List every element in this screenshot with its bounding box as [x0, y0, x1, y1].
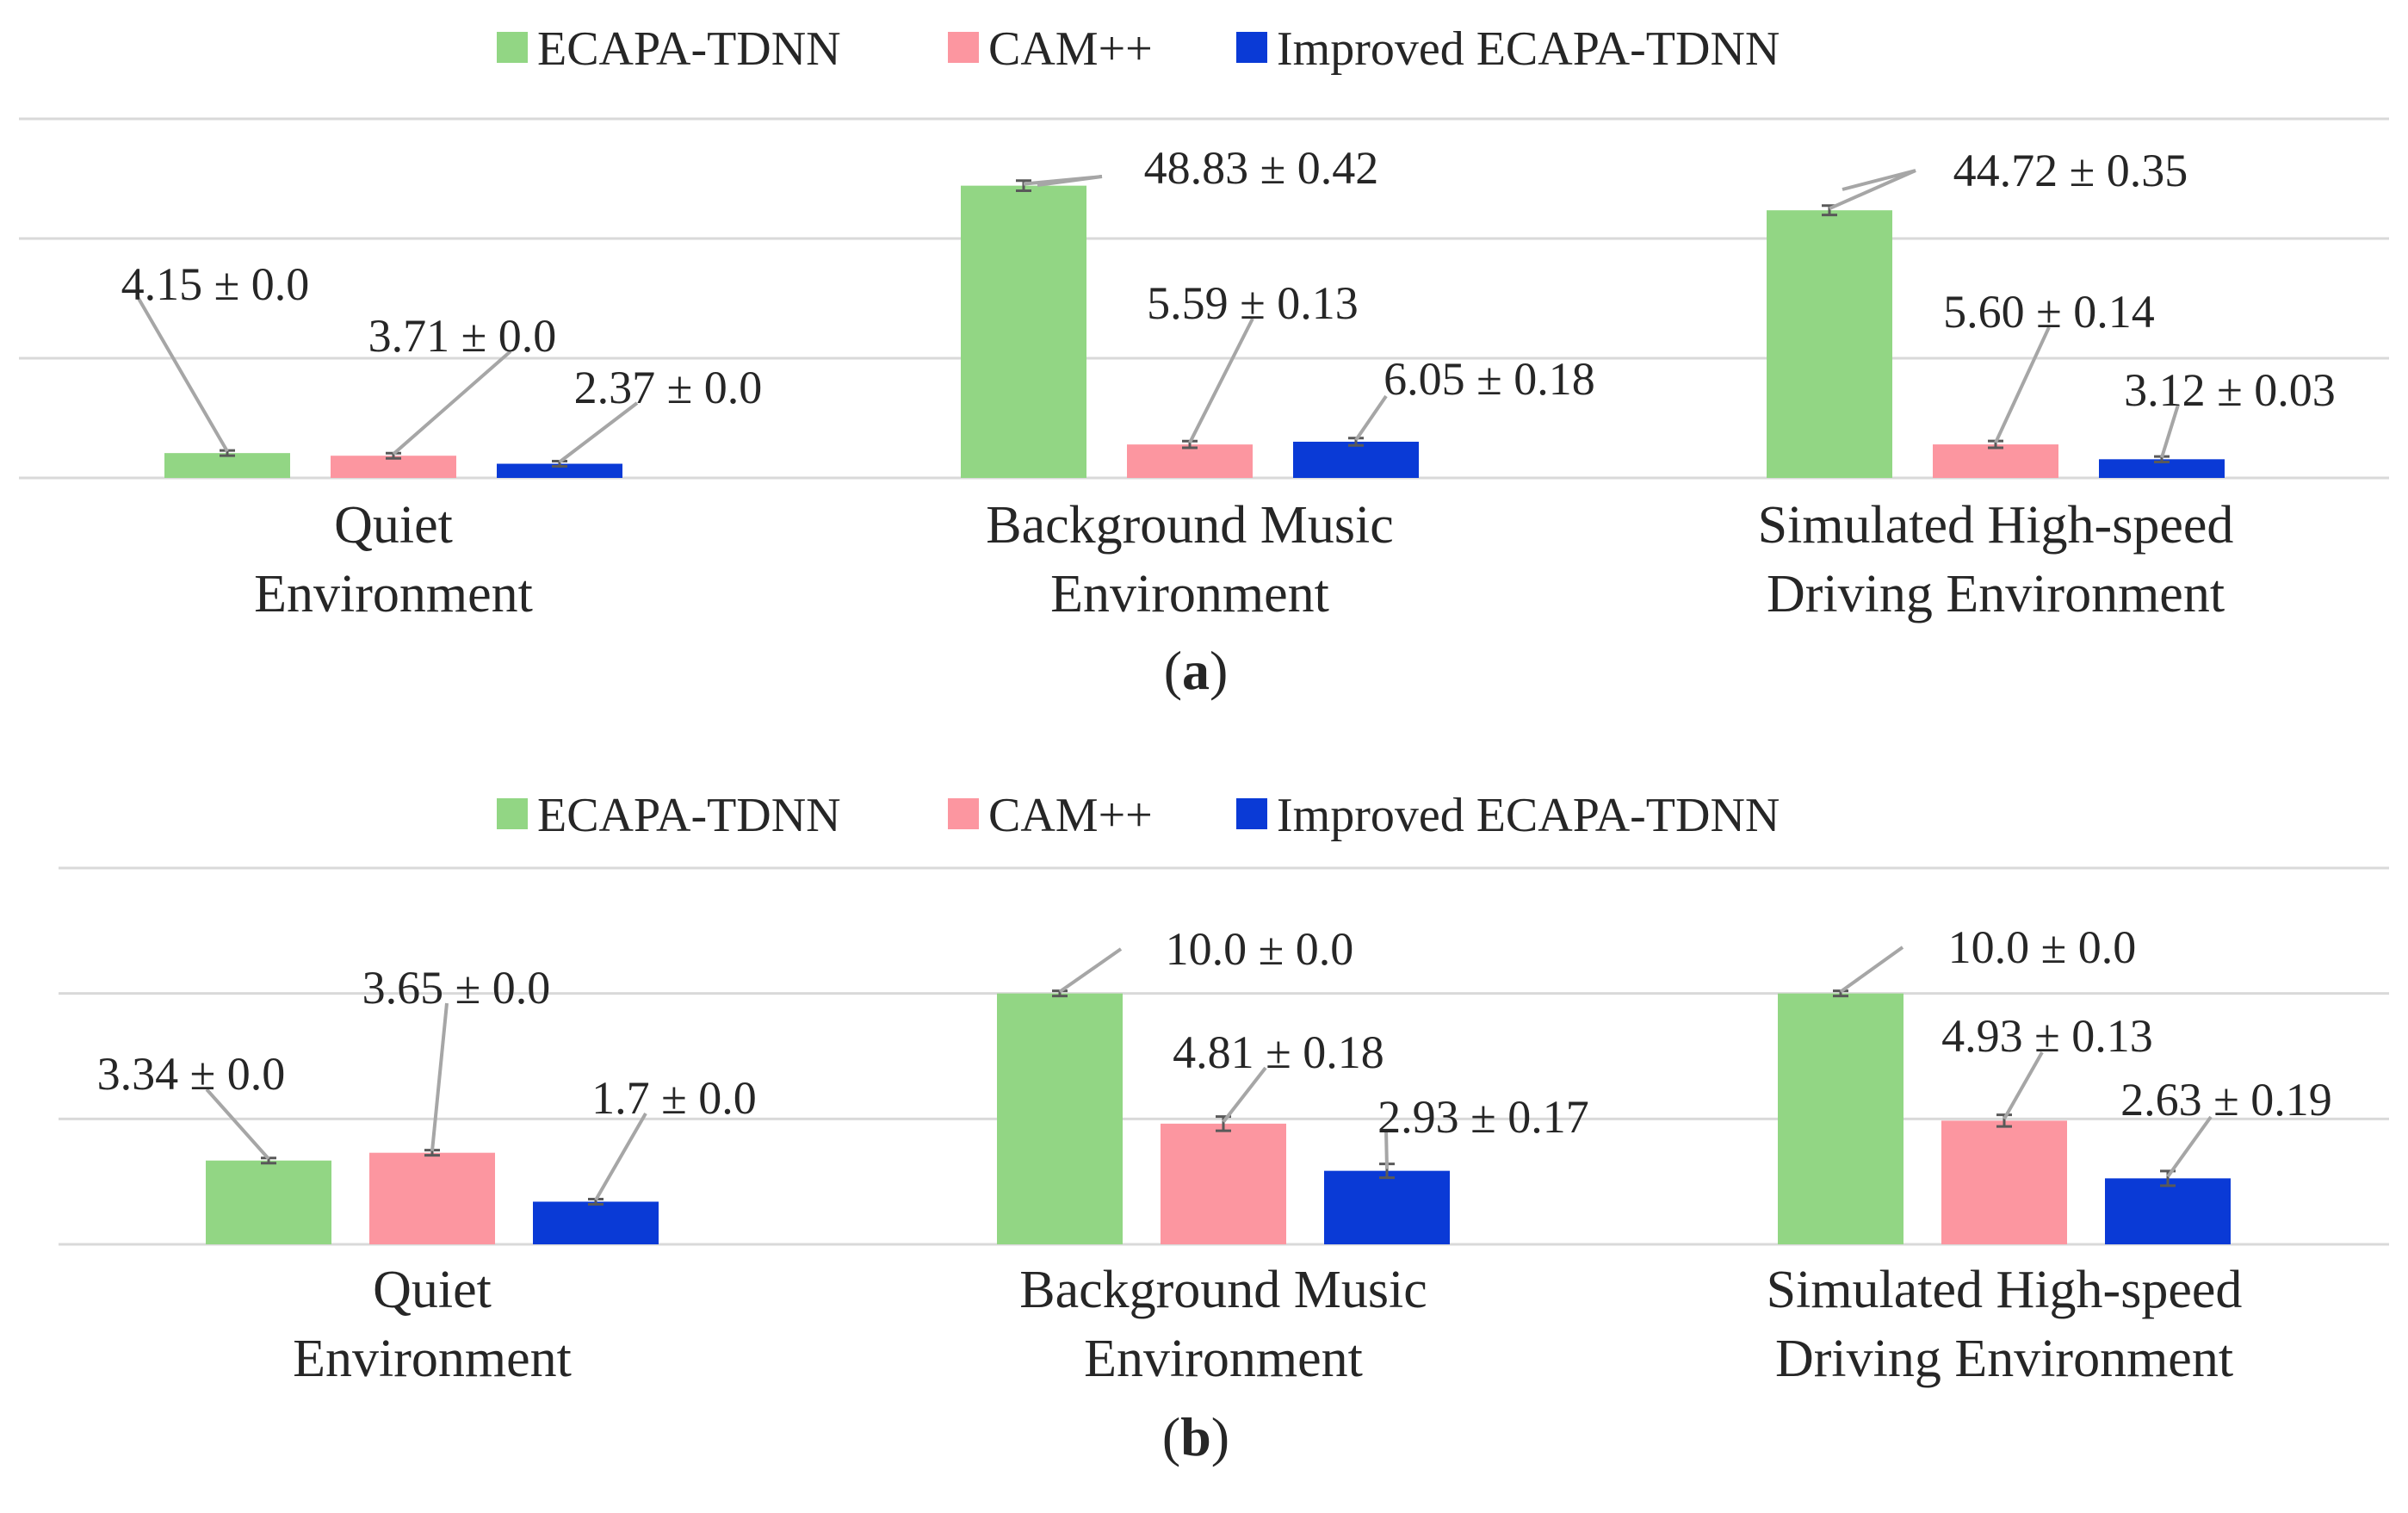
bar	[497, 463, 622, 478]
bar	[1293, 441, 1419, 478]
category-label-line1: Quiet	[334, 496, 453, 555]
data-label: 1.7 ± 0.0	[591, 1072, 757, 1124]
data-label: 2.37 ± 0.0	[574, 362, 763, 413]
bar	[533, 1201, 659, 1244]
legend-swatch	[948, 32, 979, 63]
label-leader-line	[2003, 1051, 2044, 1120]
data-label: 6.05 ± 0.18	[1384, 353, 1595, 405]
category-label-line2: Environment	[1084, 1330, 1363, 1388]
legend-label: ECAPA-TDNN	[537, 789, 841, 842]
data-label: 10.0 ± 0.0	[1166, 923, 1354, 975]
label-leader-line	[1354, 394, 1388, 442]
label-leader-line	[392, 350, 512, 456]
label-leader-line	[1188, 318, 1254, 444]
legend-label: CAM++	[988, 22, 1153, 76]
bar	[1324, 1170, 1450, 1244]
data-label: 5.59 ± 0.13	[1147, 277, 1359, 329]
label-leader-line	[1829, 169, 1916, 211]
bar	[2099, 459, 2225, 478]
label-leader-line	[136, 295, 229, 453]
chart-panel-b: ECAPA-TDNN CAM++ Improved ECAPA-TDNN 3.34 ±…	[59, 789, 2389, 1467]
bar	[369, 1152, 495, 1244]
label-leader-line	[1222, 1066, 1267, 1124]
label-leader-line	[430, 1002, 449, 1151]
bar	[1941, 1120, 2067, 1244]
chart-panel-a: ECAPA-TDNN CAM++ Improved ECAPA-TDNN 4.15 ±…	[19, 22, 2389, 701]
data-label: 2.63 ± 0.19	[2120, 1074, 2332, 1125]
legend-label: Improved ECAPA-TDNN	[1277, 789, 1780, 842]
bar	[997, 993, 1123, 1244]
category-label-line2: Environment	[293, 1330, 572, 1388]
data-label: 48.83 ± 0.42	[1144, 142, 1379, 194]
data-label: 2.93 ± 0.17	[1377, 1091, 1589, 1143]
bar	[206, 1160, 331, 1244]
panel-label: (a)	[1164, 640, 1229, 701]
data-label: 3.71 ± 0.0	[368, 310, 557, 362]
category-label-line2: Environment	[1050, 565, 1329, 623]
category-label-line1: Quiet	[373, 1261, 492, 1319]
legend-swatch	[1236, 32, 1267, 63]
data-label: 10.0 ± 0.0	[1948, 921, 2137, 973]
data-label: 4.93 ± 0.13	[1941, 1010, 2153, 1062]
label-leader-line	[1058, 947, 1123, 994]
data-label: 3.12 ± 0.03	[2124, 364, 2336, 416]
label-leader-line	[1839, 946, 1904, 994]
legend-swatch	[497, 798, 528, 829]
label-leader-line	[1994, 326, 2051, 443]
category-label-line1: Background Music	[1019, 1261, 1427, 1319]
bar	[1127, 444, 1253, 478]
label-leader-line	[2160, 404, 2180, 458]
data-label: 44.72 ± 0.35	[1953, 145, 2188, 196]
legend-label: Improved ECAPA-TDNN	[1277, 22, 1780, 76]
category-label-line1: Background Music	[986, 496, 1394, 555]
bar	[1778, 993, 1903, 1244]
bar	[1933, 444, 2058, 478]
data-label: 5.60 ± 0.14	[1943, 286, 2155, 338]
bar	[961, 185, 1086, 478]
category-label-line2: Driving Environment	[1767, 565, 2225, 623]
data-label: 4.15 ± 0.0	[121, 258, 310, 310]
bar	[2105, 1178, 2231, 1244]
legend-swatch	[1236, 798, 1267, 829]
data-label: 3.65 ± 0.0	[362, 962, 551, 1014]
label-leader-line	[205, 1088, 270, 1161]
bar	[1161, 1123, 1286, 1244]
bar	[164, 453, 290, 478]
label-leader-line	[2166, 1115, 2213, 1178]
label-leader-line	[594, 1113, 647, 1201]
legend-swatch	[948, 798, 979, 829]
category-label-line2: Driving Environment	[1775, 1330, 2233, 1388]
legend-label: ECAPA-TDNN	[537, 22, 841, 76]
category-label-line1: Simulated High-speed	[1758, 496, 2234, 555]
bar	[1767, 210, 1892, 479]
data-label: 4.81 ± 0.18	[1173, 1026, 1384, 1078]
panel-label: (b)	[1162, 1406, 1229, 1467]
category-label-line1: Simulated High-speed	[1767, 1261, 2243, 1319]
data-label: 3.34 ± 0.0	[97, 1048, 286, 1100]
label-leader-line	[1384, 1129, 1389, 1169]
label-leader-line	[1023, 175, 1103, 187]
legend-swatch	[497, 32, 528, 63]
label-leader-line	[558, 401, 639, 464]
legend-label: CAM++	[988, 789, 1153, 842]
category-label-line2: Environment	[254, 565, 533, 623]
